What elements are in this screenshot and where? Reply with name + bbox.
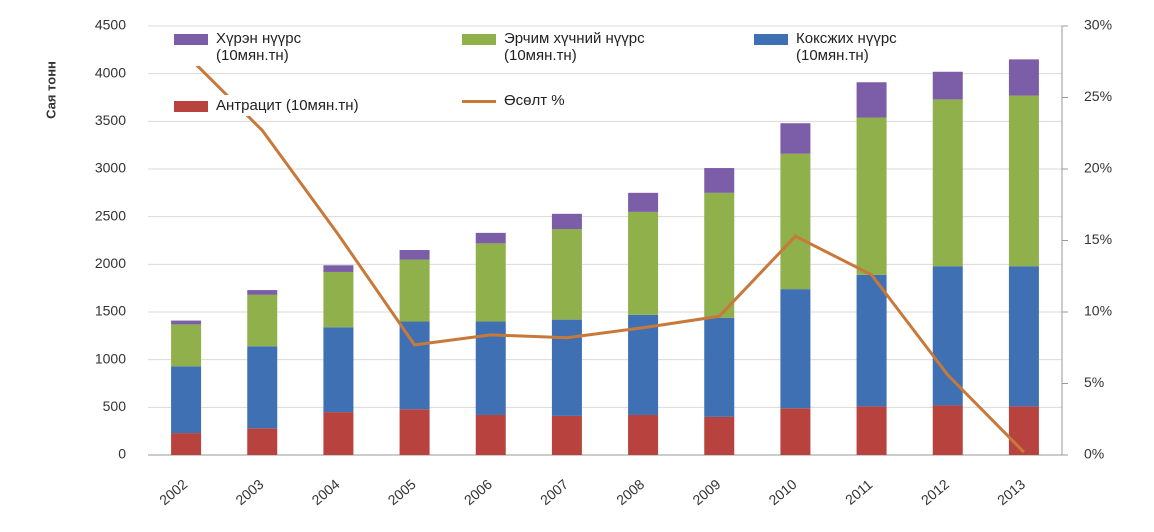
legend-swatch xyxy=(462,100,496,103)
x-tick-label: 2006 xyxy=(461,476,495,508)
x-tick-label: 2012 xyxy=(918,476,952,508)
legend-swatch xyxy=(174,34,208,45)
legend-swatch xyxy=(462,34,496,45)
bar-segment xyxy=(628,211,659,315)
x-tick-label: 2007 xyxy=(537,476,571,508)
x-tick-label: 2011 xyxy=(842,476,876,508)
bar-segment xyxy=(780,289,811,409)
bar-segment xyxy=(475,414,506,455)
x-tick-label: 2013 xyxy=(994,476,1028,508)
bar-segment xyxy=(171,320,202,325)
legend-item: Хүрэн нүүрс (10мян.тн) xyxy=(170,28,380,66)
bar-segment xyxy=(780,408,811,455)
bar-segment xyxy=(551,415,582,455)
y-tick-label: 4500 xyxy=(95,17,126,33)
bar-segment xyxy=(399,321,430,410)
x-tick-label: 2004 xyxy=(309,476,343,508)
bar-segment xyxy=(628,192,659,212)
bar-segment xyxy=(780,153,811,290)
bar-segment xyxy=(780,123,811,154)
bar-segment xyxy=(323,271,354,328)
bar-segment xyxy=(475,243,506,322)
y-axis-label: Сая тонн xyxy=(43,61,58,119)
bar-segment xyxy=(856,82,887,118)
legend-swatch xyxy=(754,34,788,45)
legend-label: Антрацит (10мян.тн) xyxy=(216,97,359,114)
y-tick-label: 2500 xyxy=(95,207,126,223)
y-tick-label: 2000 xyxy=(95,255,126,271)
bar-segment xyxy=(932,266,963,406)
bar-segment xyxy=(399,250,430,260)
y2-tick-label: 10% xyxy=(1084,303,1112,319)
x-tick-label: 2008 xyxy=(613,476,647,508)
legend-item: Өсөлт % xyxy=(458,90,668,111)
bar-segment xyxy=(1008,406,1039,455)
bar-segment xyxy=(932,71,963,100)
legend-label: Коксжих нүүрс (10мян.тн) xyxy=(796,30,897,64)
bar-segment xyxy=(704,317,735,417)
bar-segment xyxy=(1008,95,1039,267)
bar-segment xyxy=(247,346,278,429)
bar-segment xyxy=(1008,266,1039,407)
y-tick-label: 1500 xyxy=(95,303,126,319)
growth-line xyxy=(185,53,1025,454)
y-tick-label: 1000 xyxy=(95,350,126,366)
bar-segment xyxy=(323,327,354,413)
y2-tick-label: 20% xyxy=(1084,160,1112,176)
bar-segment xyxy=(856,274,887,407)
legend-label: Хүрэн нүүрс (10мян.тн) xyxy=(216,30,302,64)
bar-segment xyxy=(171,324,202,367)
y-tick-label: 3500 xyxy=(95,112,126,128)
bar-segment xyxy=(399,409,430,455)
bar-segment xyxy=(628,314,659,415)
legend-item: Коксжих нүүрс (10мян.тн) xyxy=(750,28,960,66)
y2-tick-label: 25% xyxy=(1084,88,1112,104)
x-tick-label: 2003 xyxy=(232,476,266,508)
bar-segment xyxy=(399,259,430,322)
bar-segment xyxy=(171,433,202,455)
y-tick-label: 3000 xyxy=(95,160,126,176)
y-tick-label: 4000 xyxy=(95,64,126,80)
bar-segment xyxy=(856,406,887,455)
bar-segment xyxy=(247,290,278,295)
x-tick-label: 2009 xyxy=(689,476,723,508)
legend-swatch xyxy=(174,101,208,112)
x-tick-label: 2002 xyxy=(156,476,190,508)
bar-segment xyxy=(551,213,582,230)
bar-segment xyxy=(856,117,887,275)
bar-segment xyxy=(932,99,963,267)
y2-tick-label: 15% xyxy=(1084,231,1112,247)
bar-segment xyxy=(551,229,582,320)
bar-segment xyxy=(551,319,582,416)
bar-segment xyxy=(323,265,354,272)
bar-segment xyxy=(323,412,354,455)
legend-label: Өсөлт % xyxy=(504,92,565,109)
y2-tick-label: 5% xyxy=(1084,374,1104,390)
y-tick-label: 500 xyxy=(103,398,127,414)
bar-segment xyxy=(247,428,278,455)
bar-segment xyxy=(704,168,735,193)
x-tick-label: 2005 xyxy=(385,476,419,508)
x-tick-label: 2010 xyxy=(766,476,800,508)
bar-segment xyxy=(704,192,735,318)
bar-segment xyxy=(171,366,202,434)
bar-segment xyxy=(704,416,735,455)
legend-item: Антрацит (10мян.тн) xyxy=(170,95,380,116)
y2-tick-label: 30% xyxy=(1084,17,1112,33)
bar-segment xyxy=(628,414,659,455)
y2-tick-label: 0% xyxy=(1084,446,1104,462)
legend-label: Эрчим хүчний нүүрс (10мян.тн) xyxy=(504,30,645,64)
bar-segment xyxy=(247,294,278,347)
legend-item: Эрчим хүчний нүүрс (10мян.тн) xyxy=(458,28,668,66)
bar-segment xyxy=(475,232,506,244)
bar-segment xyxy=(932,405,963,455)
y-tick-label: 0 xyxy=(118,446,126,462)
bar-segment xyxy=(1008,59,1039,96)
